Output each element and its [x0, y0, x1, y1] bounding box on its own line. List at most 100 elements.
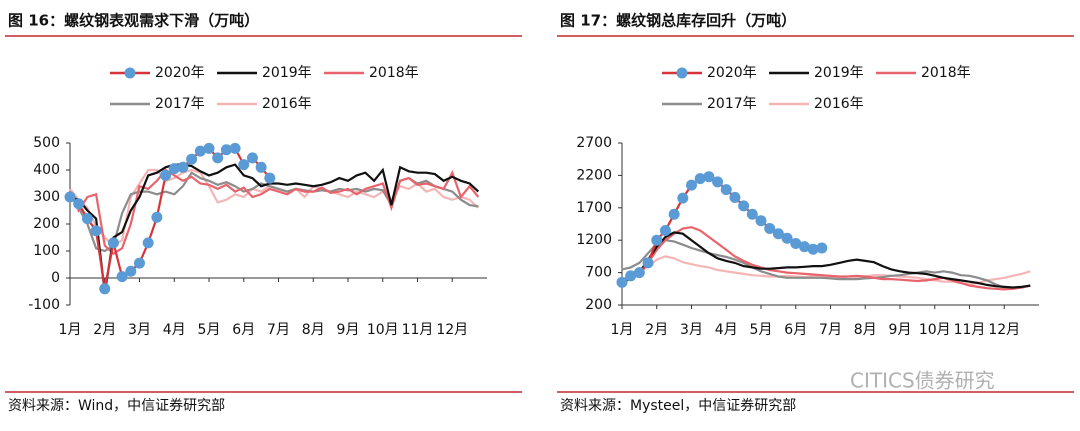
legend-label: 2017年 [155, 96, 205, 112]
legend-label: 2019年 [262, 65, 312, 81]
x-tick-label: 10月 [919, 322, 951, 338]
legend-label: 2018年 [921, 65, 971, 81]
y-tick-label: 400 [33, 162, 60, 178]
source: 资料来源：Wind，中信证券研究部 [8, 398, 225, 414]
x-tick-label: 5月 [750, 322, 773, 338]
x-tick-label: 1月 [59, 322, 82, 338]
series-point [738, 200, 750, 212]
x-tick-label: 6月 [232, 322, 255, 338]
y-tick-label: 0 [51, 270, 60, 286]
series-point [203, 142, 215, 154]
series-point [790, 237, 802, 249]
series-point [73, 198, 85, 210]
series-point [246, 152, 258, 164]
series-point [142, 237, 154, 249]
series-point [99, 283, 111, 295]
chart-title: 图 17：螺纹钢总库存回升（万吨） [560, 12, 796, 30]
y-tick-label: 2200 [576, 167, 612, 183]
series-point [807, 243, 819, 255]
y-tick-label: -100 [28, 297, 60, 313]
x-tick-label: 12月 [436, 322, 468, 338]
series-point [264, 172, 276, 184]
series-point [816, 242, 828, 254]
series-point [642, 257, 654, 269]
series-point [668, 208, 680, 220]
series-point [720, 184, 732, 196]
y-tick-label: 100 [33, 243, 60, 259]
y-tick-label: 1200 [576, 232, 612, 248]
series-point [659, 224, 671, 236]
series-point [616, 276, 628, 288]
x-tick-label: 9月 [337, 322, 360, 338]
series-point [677, 192, 689, 204]
legend-label: 2016年 [814, 96, 864, 112]
series-line [621, 239, 1031, 290]
x-tick-label: 7月 [267, 322, 290, 338]
x-tick-label: 7月 [819, 322, 842, 338]
series-point [694, 173, 706, 185]
x-tick-label: 9月 [889, 322, 912, 338]
series-point [755, 215, 767, 227]
x-tick-label: 2月 [93, 322, 116, 338]
series-line [69, 163, 480, 294]
series-point [729, 191, 741, 203]
x-tick-label: 8月 [302, 322, 325, 338]
series-point [107, 237, 119, 249]
series-point [160, 169, 172, 181]
series-point [255, 161, 267, 173]
series-point [194, 145, 206, 157]
x-tick-label: 5月 [198, 322, 221, 338]
series-point [798, 241, 810, 253]
series-point [168, 163, 180, 175]
series-point [212, 152, 224, 164]
x-tick-label: 6月 [784, 322, 807, 338]
series-point [651, 234, 663, 246]
x-tick-label: 12月 [988, 322, 1020, 338]
legend-label: 2020年 [155, 65, 205, 81]
x-tick-label: 10月 [367, 322, 399, 338]
series-point [229, 142, 241, 154]
series-point [712, 176, 724, 188]
legend-marker [676, 67, 688, 79]
y-tick-label: 1700 [576, 200, 612, 216]
x-tick-label: 8月 [854, 322, 877, 338]
series-line [621, 255, 1031, 286]
x-tick-label: 11月 [954, 322, 986, 338]
series-point [81, 213, 93, 225]
chart-title: 图 16：螺纹钢表观需求下滑（万吨） [8, 12, 259, 30]
x-tick-label: 4月 [715, 322, 738, 338]
legend-label: 2016年 [262, 96, 312, 112]
series-point [633, 267, 645, 279]
watermark: CITICS债券研究 [850, 369, 995, 393]
series-line [621, 231, 1031, 289]
x-tick-label: 11月 [402, 322, 434, 338]
y-tick-label: 200 [33, 216, 60, 232]
y-tick-label: 300 [33, 189, 60, 205]
x-tick-label: 4月 [163, 322, 186, 338]
series-line [69, 168, 480, 256]
x-tick-label: 2月 [645, 322, 668, 338]
series-point [177, 161, 189, 173]
series-point [772, 228, 784, 240]
series-line [621, 226, 1031, 291]
series-point [220, 144, 232, 156]
y-tick-label: 200 [585, 297, 612, 313]
series-point [686, 179, 697, 191]
source: 资料来源：Mysteel，中信证券研究部 [560, 398, 796, 414]
x-tick-label: 3月 [680, 322, 703, 338]
series-point [125, 265, 137, 277]
x-tick-label: 1月 [611, 322, 634, 338]
y-tick-label: 2700 [576, 135, 612, 151]
legend-label: 2020年 [707, 65, 757, 81]
y-tick-label: 700 [585, 265, 612, 281]
series-point [746, 208, 758, 220]
legend-label: 2017年 [707, 96, 757, 112]
series-point [116, 271, 128, 283]
series-point [134, 257, 145, 269]
series-point [64, 191, 76, 203]
legend-marker [124, 67, 136, 79]
legend-label: 2018年 [369, 65, 419, 81]
series-point [151, 211, 163, 223]
series-point [90, 225, 102, 237]
